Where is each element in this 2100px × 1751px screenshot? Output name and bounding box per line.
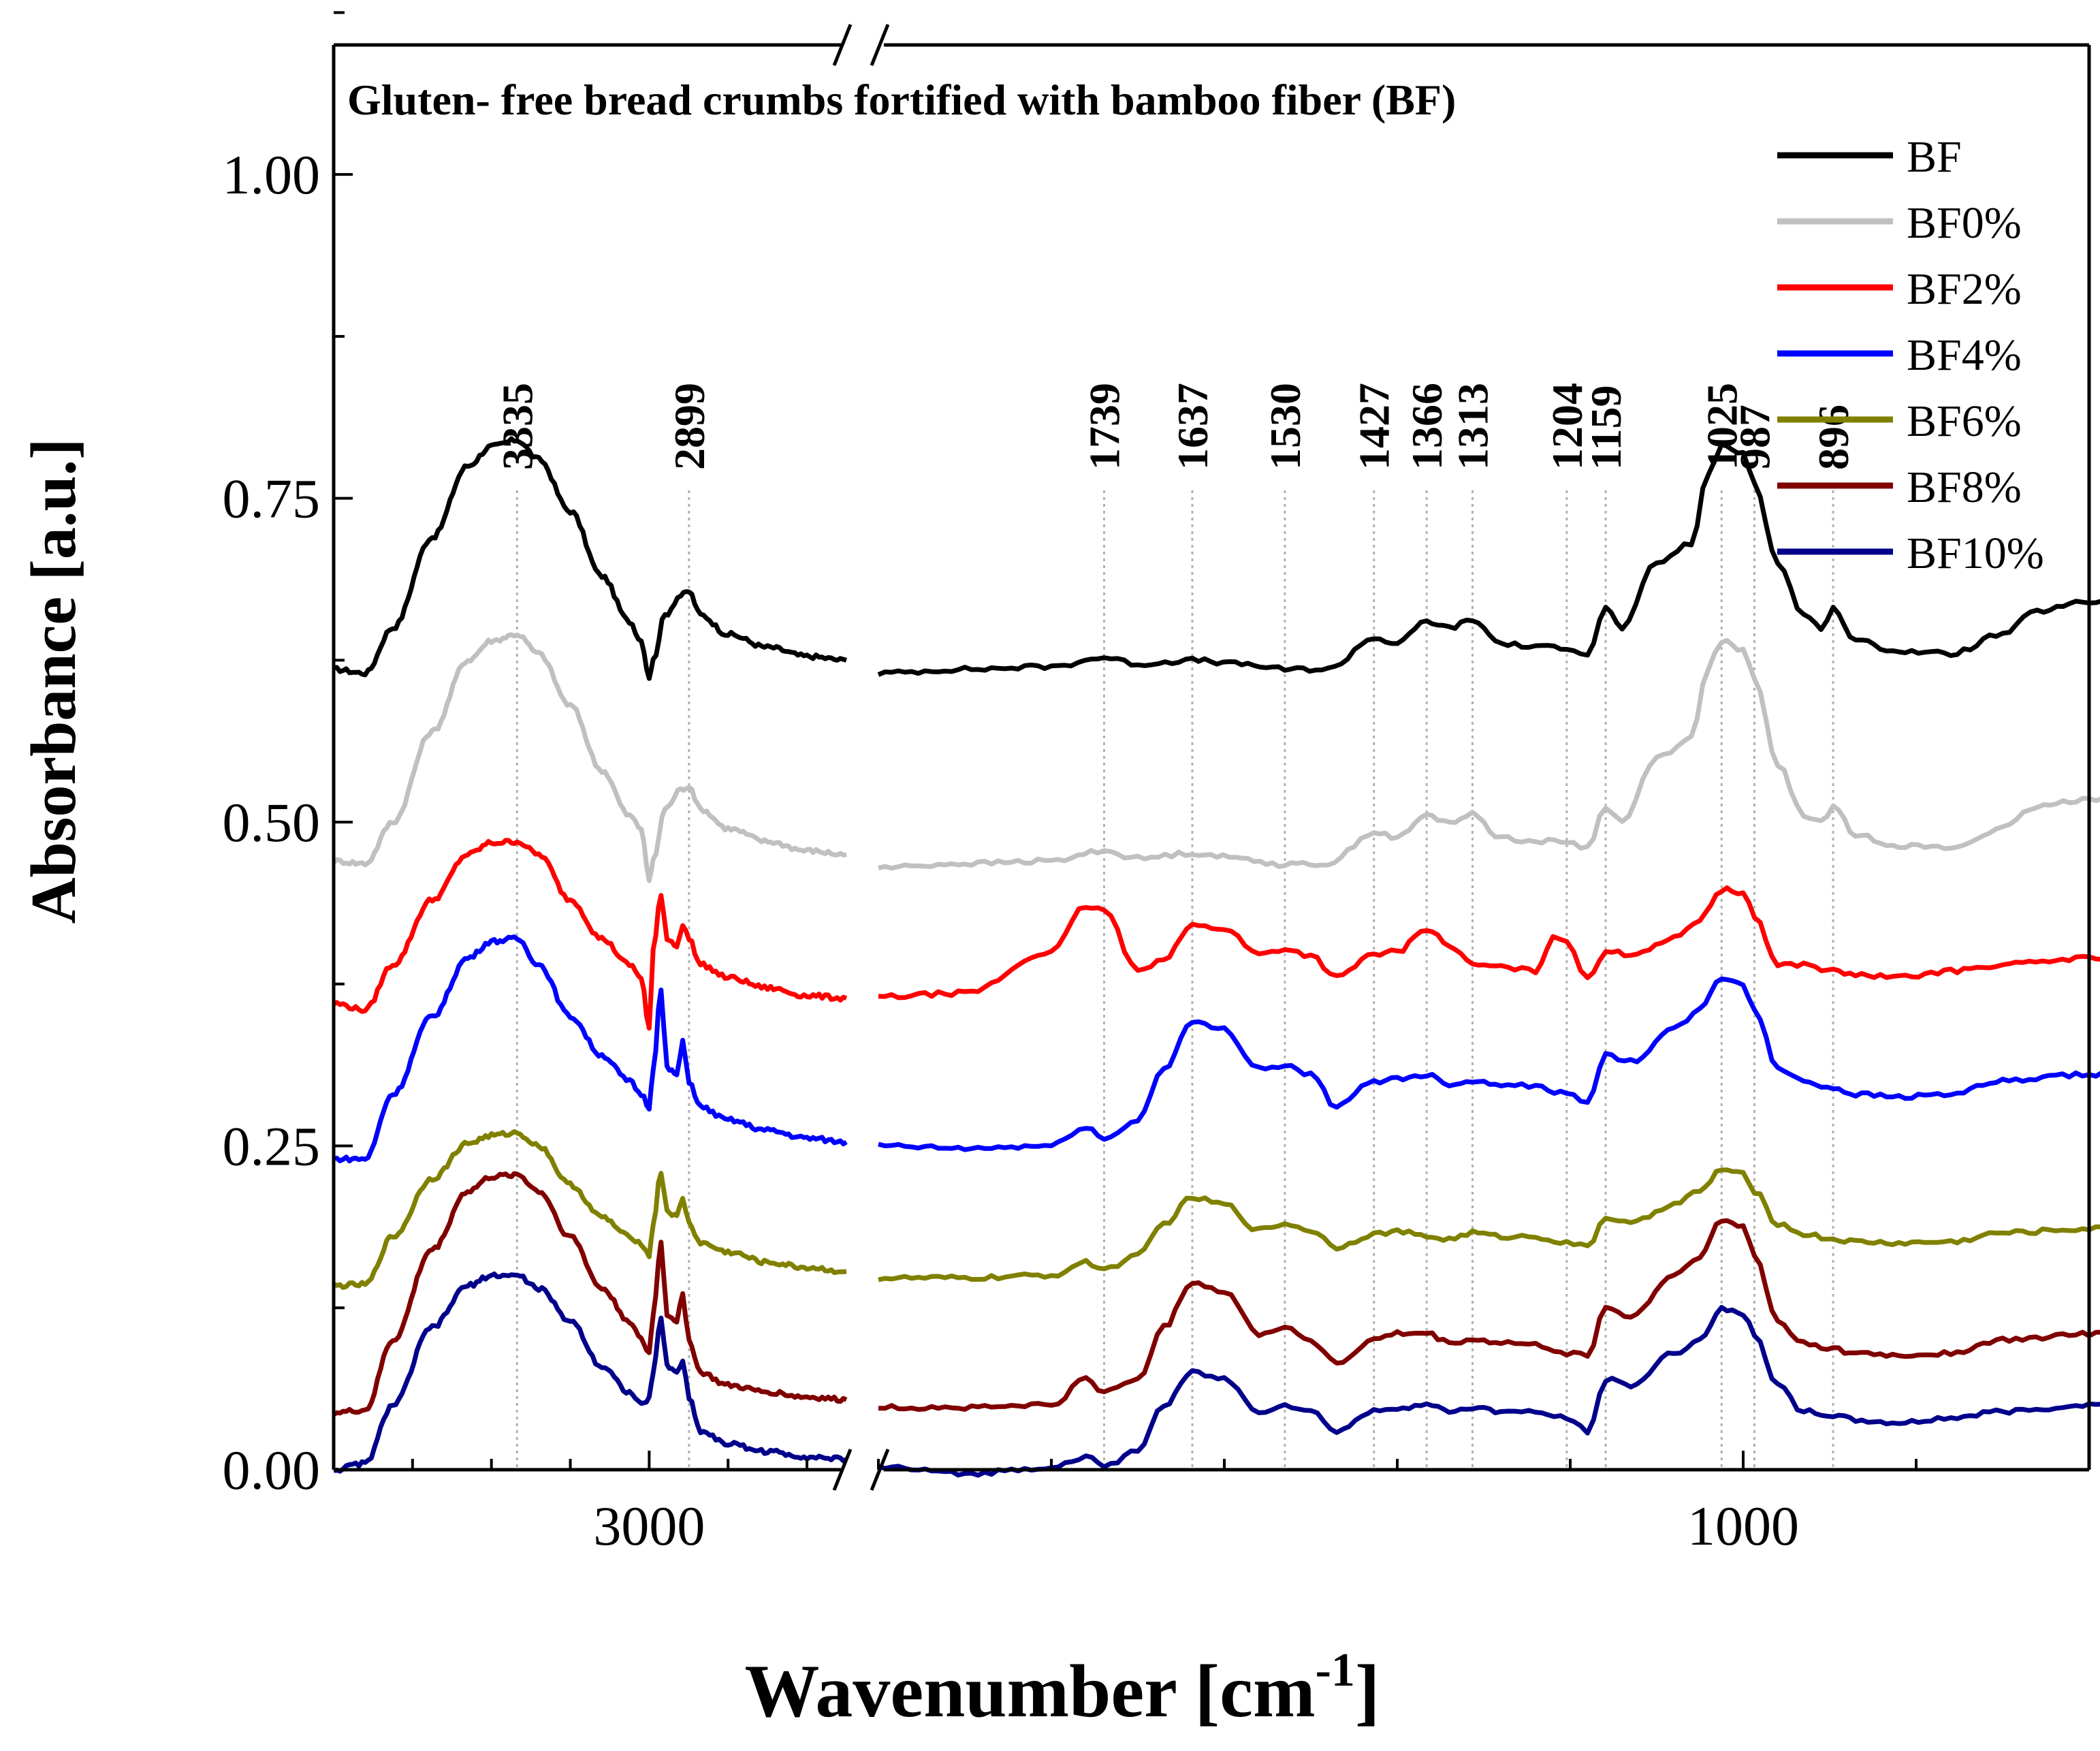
series-bf [333, 436, 2100, 681]
series-line-bf0pct-left [332, 632, 847, 883]
series-line-bf-left [333, 436, 847, 681]
peak-label-1204: 1204 [1543, 383, 1591, 470]
peak-label-987: 987 [1731, 405, 1779, 470]
peak-label-1159: 1159 [1582, 385, 1630, 470]
axis-break-mark-bottom-1 [832, 1449, 853, 1491]
chart-title: Gluten- free bread crumbs fortified with… [347, 76, 1456, 124]
legend-label: BF [1907, 132, 1962, 182]
plot-frame [332, 24, 2091, 1491]
series-line-bf0pct-right [878, 637, 2100, 871]
series-line-bf4pct-right [878, 976, 2100, 1152]
series-line-bf4pct-left [333, 934, 848, 1164]
y-tick-label: 0.00 [223, 1439, 321, 1501]
x-tick-label: 3000 [593, 1495, 705, 1557]
series-bf4pct [333, 934, 2100, 1164]
legend-label: BF8% [1907, 462, 2022, 512]
spectra-series [332, 436, 2100, 1478]
series-line-bf2pct-right [878, 885, 2100, 1000]
peak-label-2899: 2899 [665, 383, 714, 470]
series-bf8pct [332, 1171, 2100, 1417]
series-line-bf10pct-left [333, 1272, 848, 1474]
series-bf2pct [332, 838, 2100, 1031]
y-axis-title: Absorbance [a.u.] [18, 439, 89, 924]
x-tick-label: 1000 [1687, 1495, 1799, 1557]
x-axis-title-sup: -1 [1316, 1644, 1355, 1697]
legend-label: BF10% [1907, 529, 2044, 578]
series-bf6pct [332, 1129, 2100, 1290]
y-tick-label: 0.25 [223, 1116, 321, 1178]
peak-label-1025: 1025 [1698, 383, 1746, 470]
axis-break-mark-top-1 [832, 24, 853, 66]
peak-label-1530: 1530 [1261, 383, 1309, 470]
series-line-bf-right [877, 442, 2100, 677]
x-axis-title-main: Wavenumber [cm [744, 1650, 1315, 1733]
peak-label-1427: 1427 [1350, 383, 1399, 470]
peak-label-1313: 1313 [1448, 383, 1497, 470]
legend-label: BF4% [1907, 330, 2022, 380]
y-tick-label: 0.75 [223, 468, 321, 530]
series-line-bf6pct-right [878, 1167, 2100, 1282]
y-tick-label: 1.00 [223, 144, 321, 206]
legend-label: BF2% [1907, 264, 2022, 314]
axis-break-mark-top-2 [870, 24, 890, 66]
legend: BF BF0% BF2% BF4% BF6% BF8% BF10% [1777, 132, 2044, 578]
x-axis-title: Wavenumber [cm-1] [744, 1644, 1380, 1733]
x-axis: 3000 1000 [411, 1451, 1918, 1557]
x-axis-title-end: ] [1355, 1650, 1380, 1733]
series-line-bf10pct-right [878, 1305, 2100, 1478]
series-bf10pct [333, 1272, 2100, 1478]
series-bf0pct [332, 632, 2100, 883]
series-line-bf8pct-left [332, 1171, 848, 1417]
y-axis: 0.00 0.25 0.50 0.75 1.00 [223, 11, 353, 1501]
peak-label-1739: 1739 [1080, 383, 1128, 470]
peak-label-896: 896 [1809, 405, 1858, 470]
legend-label: BF6% [1907, 396, 2022, 446]
series-line-bf6pct-left [332, 1129, 847, 1290]
series-line-bf8pct-right [878, 1218, 2100, 1412]
peak-label-1366: 1366 [1403, 383, 1451, 470]
legend-label: BF0% [1907, 198, 2022, 248]
series-line-bf2pct-left [332, 838, 848, 1031]
peak-label-1637: 1637 [1168, 383, 1217, 470]
y-tick-label: 0.50 [223, 791, 321, 853]
